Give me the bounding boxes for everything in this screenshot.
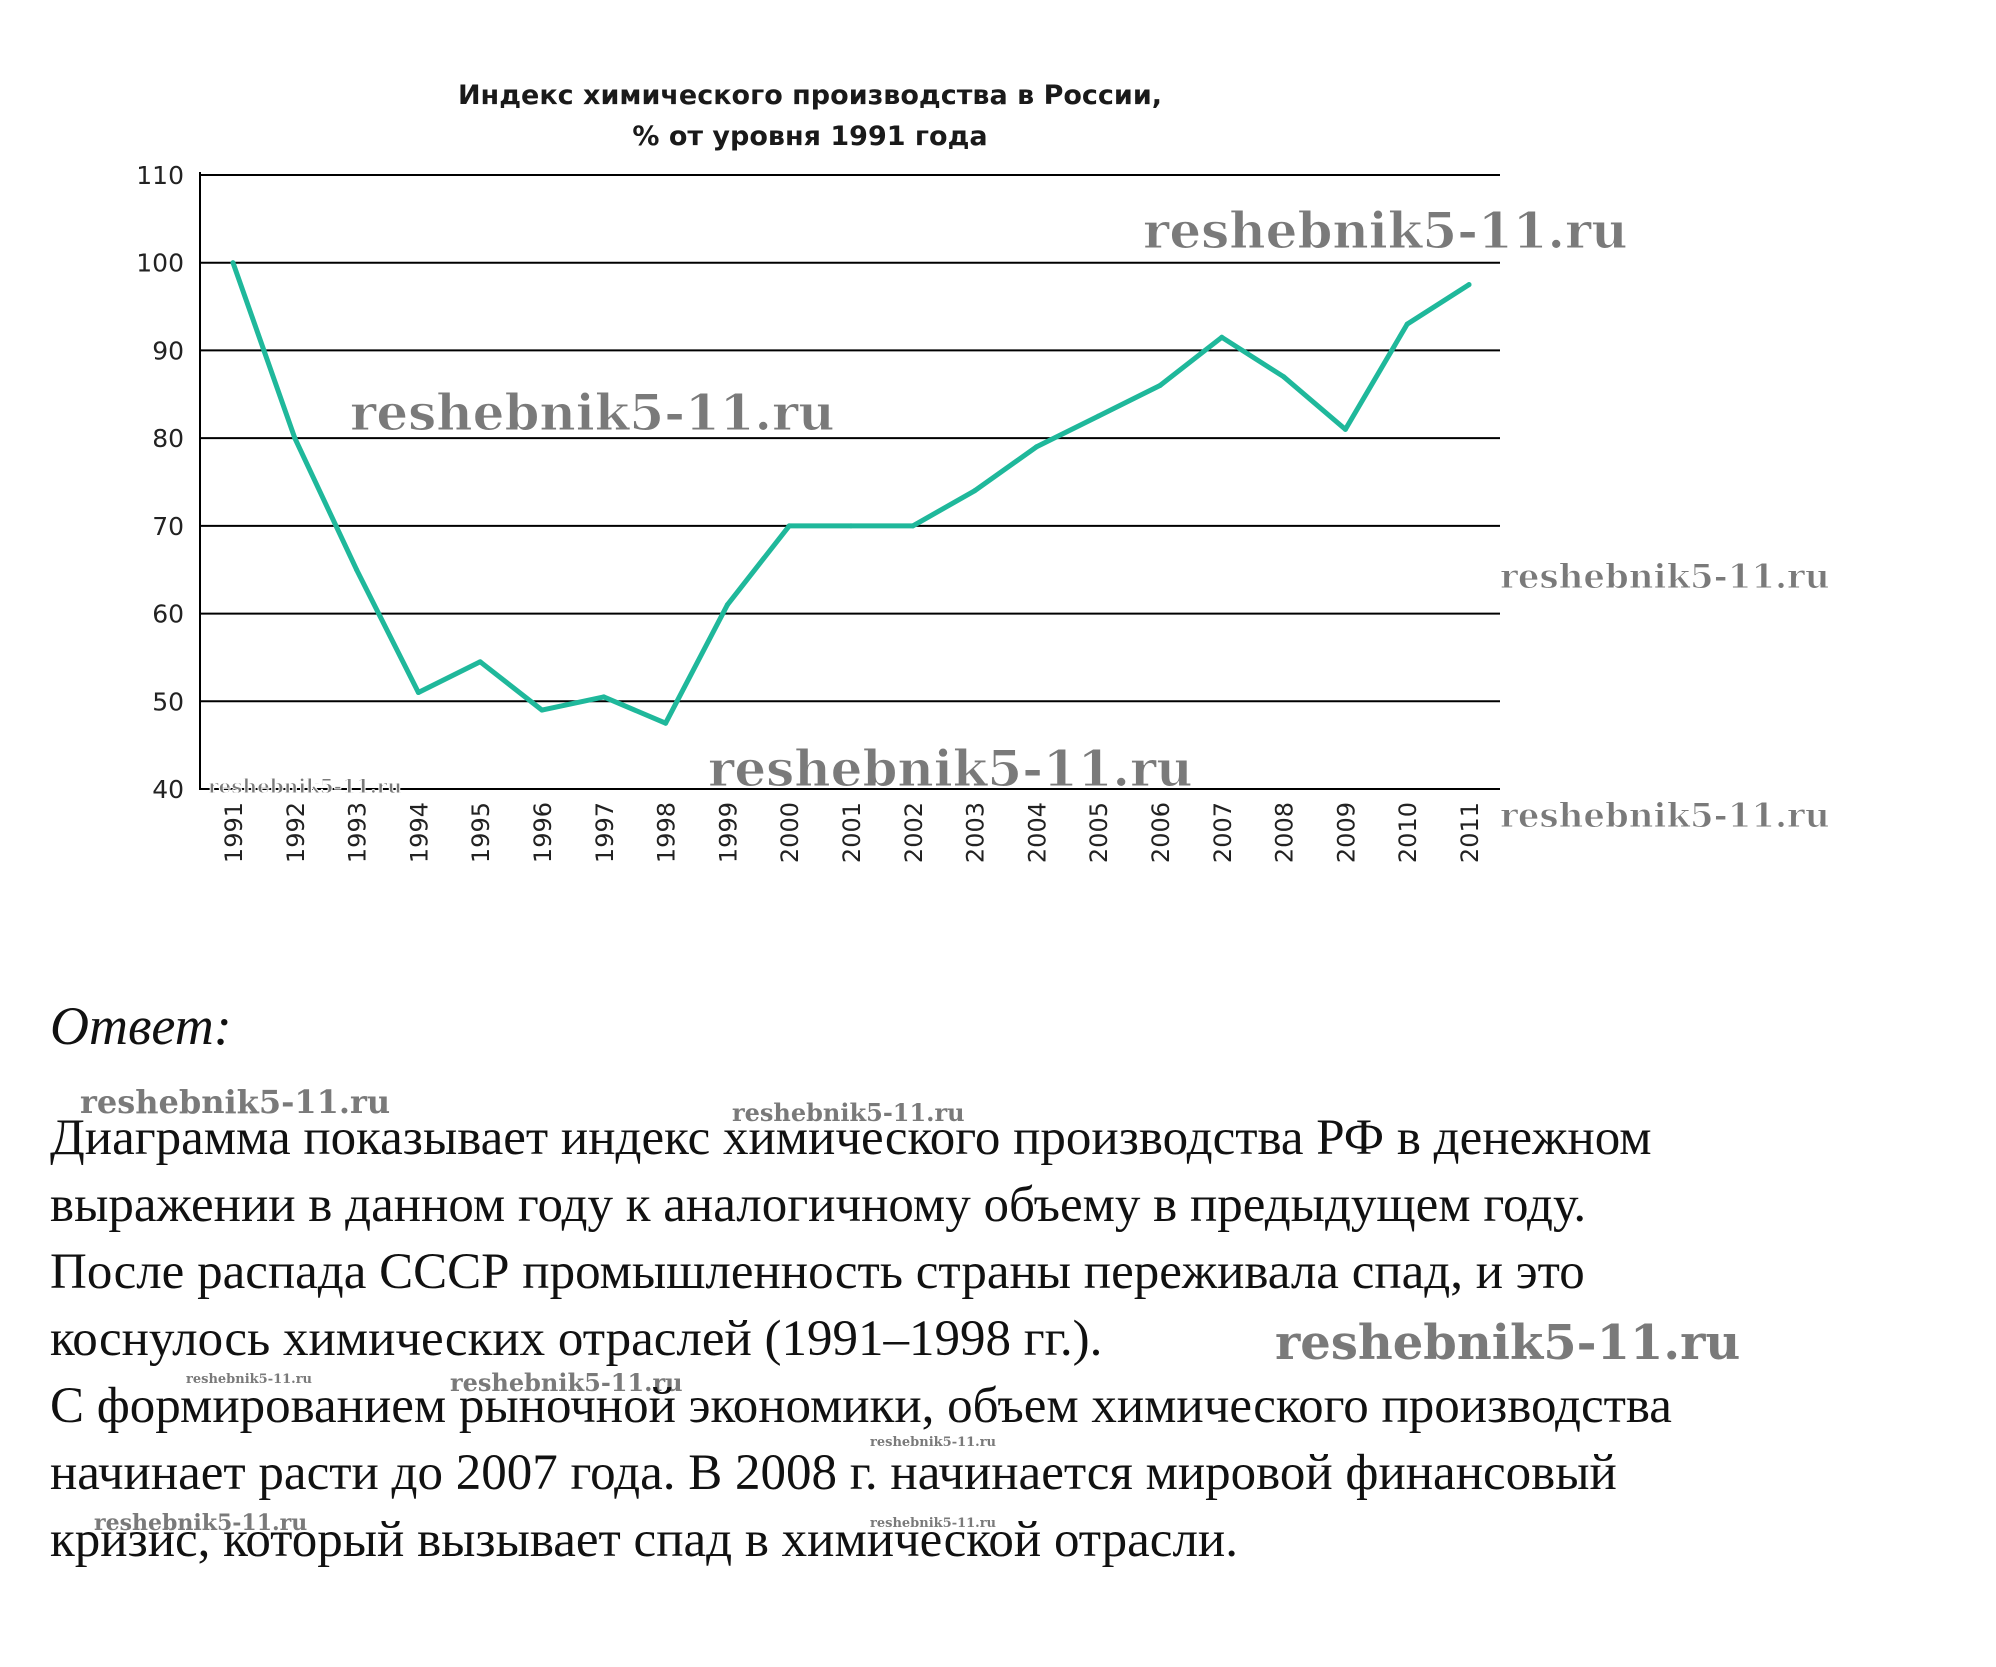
y-tick-label: 110 <box>136 161 184 190</box>
gridlines <box>200 174 1500 790</box>
chart-title-line-2: % от уровня 1991 года <box>632 121 987 152</box>
x-tick-label: 2004 <box>1023 802 1051 863</box>
answer-line-3: После распада СССР промышленность страны… <box>50 1244 1585 1300</box>
watermark-9: reshebnik5-11.ru <box>1275 1315 1741 1371</box>
x-tick-label: 1993 <box>344 802 372 863</box>
chart: Индекс химического производства в России… <box>136 80 1831 863</box>
watermark-12: reshebnik5-11.ru <box>870 1435 997 1450</box>
answer-label: Ответ: <box>50 996 232 1056</box>
x-tick-label: 1999 <box>714 802 742 863</box>
x-tick-label: 1997 <box>591 802 619 863</box>
data-point-2003 <box>972 488 978 494</box>
watermark-14: reshebnik5-11.ru <box>870 1516 997 1531</box>
x-tick-label: 2007 <box>1209 802 1237 863</box>
watermark-8: reshebnik5-11.ru <box>732 1098 965 1127</box>
x-tick-labels: 1991 1992 1993 1994 1995 1996 1997 1998 1999 2000… <box>220 802 1484 863</box>
answer-line-4: коснулось химических отраслей (1991–1998… <box>50 1311 1103 1367</box>
data-point-1992 <box>292 435 298 441</box>
data-point-2009 <box>1342 426 1348 432</box>
data-point-2004 <box>1033 444 1039 450</box>
watermark-4: reshebnik5-11.ru <box>708 739 1193 798</box>
answer-line-6: начинает расти до 2007 года. В 2008 г. н… <box>50 1445 1617 1501</box>
x-tick-label: 2002 <box>900 802 928 863</box>
data-point-1997 <box>601 694 607 700</box>
data-point-1999 <box>724 602 730 608</box>
watermark-10: reshebnik5-11.ru <box>186 1372 313 1387</box>
watermark-5: reshebnik5-11.ru <box>208 774 402 798</box>
chart-watermarks: reshebnik5-11.ru reshebnik5-11.ru resheb… <box>208 201 1831 837</box>
x-tick-label: 1994 <box>405 802 433 863</box>
y-tick-label: 50 <box>152 687 184 716</box>
x-tick-label: 2009 <box>1332 802 1360 863</box>
data-point-1991 <box>230 260 236 266</box>
answer-line-7: кризис, который вызывает спад в химическ… <box>50 1512 1238 1568</box>
x-tick-label: 2001 <box>838 802 866 863</box>
answer-text: Диаграмма показывает индекс химического … <box>50 1105 1970 1574</box>
data-point-2010 <box>1404 321 1410 327</box>
data-point-1994 <box>415 690 421 696</box>
data-point-1993 <box>354 567 360 573</box>
x-tick-label: 2000 <box>776 802 804 863</box>
data-point-1996 <box>539 707 545 713</box>
x-tick-label: 1992 <box>282 802 310 863</box>
data-point-2005 <box>1095 413 1101 419</box>
watermark-2: reshebnik5-11.ru <box>350 383 835 442</box>
y-tick-label: 100 <box>136 249 184 278</box>
watermark-1: reshebnik5-11.ru <box>1143 201 1628 260</box>
x-tick-label: 1991 <box>220 802 248 863</box>
x-tick-label: 2010 <box>1394 802 1422 863</box>
watermark-13: reshebnik5-11.ru <box>94 1510 308 1536</box>
answer-line-1: Диаграмма показывает индекс химического … <box>50 1110 1652 1166</box>
series-points <box>230 260 1472 726</box>
data-point-2002 <box>910 523 916 529</box>
data-point-2006 <box>1157 383 1163 389</box>
data-point-2008 <box>1281 374 1287 380</box>
watermark-11: reshebnik5-11.ru <box>450 1368 683 1397</box>
chart-title-line-1: Индекс химического производства в России… <box>458 80 1162 111</box>
watermark-6: reshebnik5-11.ru <box>1500 796 1830 836</box>
watermark-3: reshebnik5-11.ru <box>1500 557 1830 597</box>
y-tick-label: 60 <box>152 600 184 629</box>
x-tick-label: 1995 <box>467 802 495 863</box>
data-point-1995 <box>477 659 483 665</box>
x-tick-label: 2006 <box>1147 802 1175 863</box>
answer-line-2: выражении в данном году к аналогичному о… <box>50 1177 1587 1233</box>
y-tick-label: 90 <box>152 336 184 365</box>
data-point-2001 <box>848 523 854 529</box>
data-point-2000 <box>786 523 792 529</box>
y-tick-labels: 110 100 90 80 70 60 50 40 <box>136 161 184 804</box>
data-point-2007 <box>1219 334 1225 340</box>
series-line <box>230 260 1472 726</box>
x-tick-label: 2003 <box>962 802 990 863</box>
x-tick-label: 2011 <box>1456 802 1484 863</box>
answer-line-5: С формированием рыночной экономики, объе… <box>50 1378 1672 1434</box>
x-tick-label: 1998 <box>653 802 681 863</box>
watermark-7: reshebnik5-11.ru <box>80 1083 391 1121</box>
data-point-1998 <box>663 720 669 726</box>
y-tick-label: 70 <box>152 512 184 541</box>
x-tick-label: 1996 <box>529 802 557 863</box>
data-point-2011 <box>1466 282 1472 288</box>
x-tick-label: 2008 <box>1271 802 1299 863</box>
y-tick-label: 40 <box>152 775 184 804</box>
y-tick-label: 80 <box>152 424 184 453</box>
x-tick-label: 2005 <box>1085 802 1113 863</box>
